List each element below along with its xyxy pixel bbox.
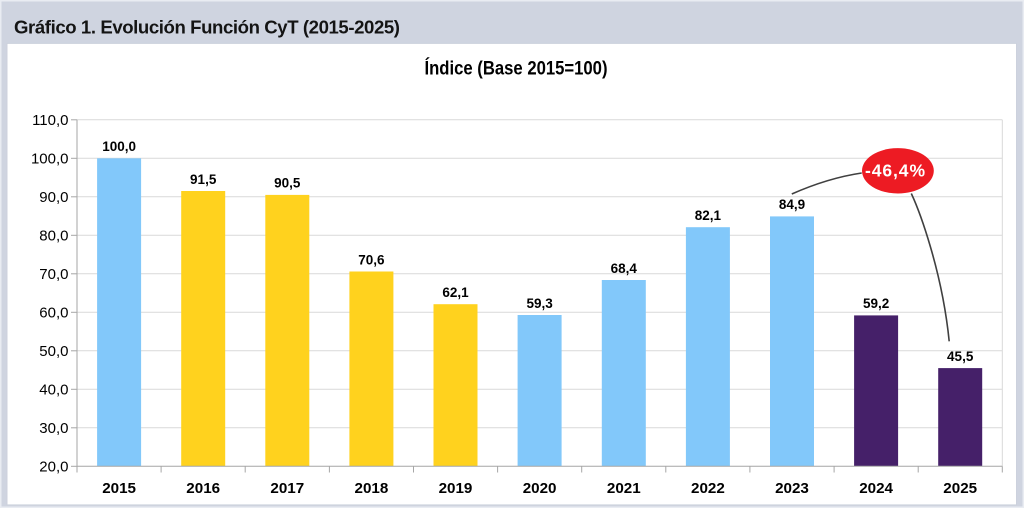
svg-text:62,1: 62,1 [442,285,469,300]
svg-text:Gráfico 1. Evolución Función C: Gráfico 1. Evolución Función CyT (2015-2… [14,17,400,38]
svg-text:2019: 2019 [439,480,473,497]
svg-text:2020: 2020 [523,480,557,497]
svg-text:80,0: 80,0 [39,227,68,244]
svg-text:40,0: 40,0 [39,381,68,398]
svg-text:90,0: 90,0 [39,189,68,206]
svg-text:100,0: 100,0 [31,150,69,167]
svg-text:70,0: 70,0 [39,266,68,283]
svg-text:50,0: 50,0 [39,343,68,360]
svg-text:30,0: 30,0 [39,420,68,437]
svg-text:90,5: 90,5 [274,176,301,191]
svg-text:59,2: 59,2 [863,296,889,311]
svg-text:84,9: 84,9 [779,197,805,212]
svg-text:70,6: 70,6 [358,252,385,267]
svg-text:20,0: 20,0 [39,458,68,475]
svg-text:Índice (Base 2015=100): Índice (Base 2015=100) [425,57,608,79]
svg-text:82,1: 82,1 [695,208,722,223]
svg-text:91,5: 91,5 [190,172,217,187]
svg-text:2025: 2025 [943,480,977,497]
svg-text:2021: 2021 [607,480,641,497]
svg-text:45,5: 45,5 [947,349,974,364]
svg-text:-46,4%: -46,4% [865,161,925,181]
svg-text:59,3: 59,3 [526,296,553,311]
svg-text:2022: 2022 [691,480,725,497]
svg-text:2023: 2023 [775,480,809,497]
svg-text:2024: 2024 [859,480,893,497]
svg-text:100,0: 100,0 [102,139,136,154]
svg-text:110,0: 110,0 [32,112,68,129]
svg-text:2017: 2017 [270,480,304,497]
svg-text:60,0: 60,0 [39,304,68,321]
svg-text:68,4: 68,4 [611,261,638,276]
svg-text:2015: 2015 [102,480,136,497]
svg-text:2016: 2016 [186,480,220,497]
svg-text:2018: 2018 [355,480,389,497]
